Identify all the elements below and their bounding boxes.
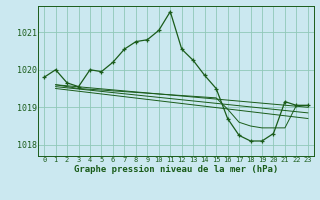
X-axis label: Graphe pression niveau de la mer (hPa): Graphe pression niveau de la mer (hPa) (74, 165, 278, 174)
